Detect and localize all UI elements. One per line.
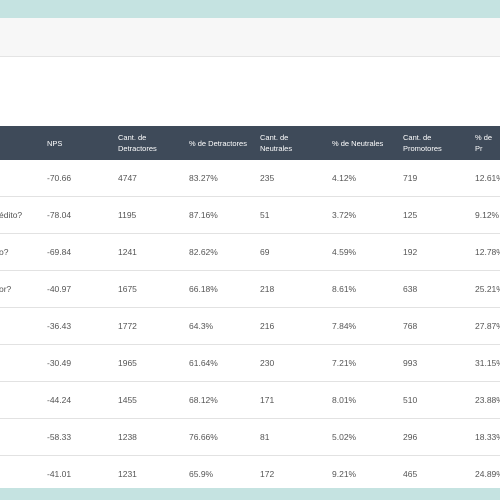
cell-cant-promotores: 296 [403, 432, 418, 442]
table-row: o? -69.84 1241 82.62% 69 4.59% 192 12.78… [0, 234, 500, 271]
table-header: NPS Cant. de Detractores % de Detractore… [0, 126, 500, 160]
cell-pct-detractores: 83.27% [189, 173, 218, 183]
cell-pct-neutrales: 8.61% [332, 284, 357, 294]
table-row: -44.24 1455 68.12% 171 8.01% 510 23.88% [0, 382, 500, 419]
column-header-pct-neutrales[interactable]: % de Neutrales [332, 138, 384, 148]
column-header-cant-promotores[interactable]: Cant. de Promotores [403, 133, 442, 153]
table-row: édito? -78.04 1195 87.16% 51 3.72% 125 9… [0, 197, 500, 234]
cell-cant-detractores: 1772 [118, 321, 137, 331]
table-row: -36.43 1772 64.3% 216 7.84% 768 27.87% [0, 308, 500, 345]
cell-cant-promotores: 719 [403, 173, 418, 183]
cell-cant-detractores: 1455 [118, 395, 137, 405]
cell-cant-neutrales: 172 [260, 469, 275, 479]
filter-panel [0, 18, 500, 57]
row-label: édito? [0, 210, 23, 220]
cell-pct-neutrales: 9.21% [332, 469, 357, 479]
cell-cant-promotores: 510 [403, 395, 418, 405]
cell-cant-neutrales: 218 [260, 284, 275, 294]
cell-pct-neutrales: 4.59% [332, 247, 357, 257]
cell-cant-promotores: 125 [403, 210, 418, 220]
cell-cant-promotores: 192 [403, 247, 418, 257]
cell-pct-detractores: 66.18% [189, 284, 218, 294]
cell-cant-detractores: 1675 [118, 284, 137, 294]
column-header-nps[interactable]: NPS [47, 138, 63, 148]
column-header-cant-detractores[interactable]: Cant. de Detractores [118, 133, 157, 153]
cell-nps: -70.66 [47, 173, 72, 183]
cell-pct-neutrales: 3.72% [332, 210, 357, 220]
cell-pct-promotores: 24.89% [475, 469, 500, 479]
cell-pct-promotores: 23.88% [475, 395, 500, 405]
cell-cant-neutrales: 81 [260, 432, 270, 442]
cell-pct-promotores: 12.61% [475, 173, 500, 183]
row-label: o? [0, 247, 9, 257]
cell-nps: -69.84 [47, 247, 72, 257]
cell-pct-neutrales: 4.12% [332, 173, 357, 183]
table-row: -58.33 1238 76.66% 81 5.02% 296 18.33% [0, 419, 500, 456]
cell-cant-detractores: 1195 [118, 210, 137, 220]
table-row: or? -40.97 1675 66.18% 218 8.61% 638 25.… [0, 271, 500, 308]
cell-cant-neutrales: 69 [260, 247, 270, 257]
cell-nps: -36.43 [47, 321, 72, 331]
cell-cant-neutrales: 51 [260, 210, 270, 220]
cell-cant-detractores: 1241 [118, 247, 137, 257]
cell-pct-detractores: 65.9% [189, 469, 214, 479]
cell-cant-promotores: 638 [403, 284, 418, 294]
cell-cant-detractores: 1965 [118, 358, 137, 368]
cell-pct-promotores: 9.12% [475, 210, 500, 220]
table-row: -41.01 1231 65.9% 172 9.21% 465 24.89% [0, 456, 500, 493]
cell-nps: -44.24 [47, 395, 72, 405]
row-label: or? [0, 284, 12, 294]
cell-nps: -40.97 [47, 284, 72, 294]
top-background-band [0, 0, 500, 18]
cell-nps: -58.33 [47, 432, 72, 442]
column-header-cant-neutrales[interactable]: Cant. de Neutrales [260, 133, 293, 153]
cell-pct-neutrales: 7.21% [332, 358, 357, 368]
cell-cant-detractores: 4747 [118, 173, 137, 183]
table-row: -30.49 1965 61.64% 230 7.21% 993 31.15% [0, 345, 500, 382]
cell-pct-neutrales: 7.84% [332, 321, 357, 331]
cell-cant-neutrales: 235 [260, 173, 275, 183]
cell-pct-detractores: 76.66% [189, 432, 218, 442]
bottom-background-band [0, 488, 500, 500]
cell-pct-neutrales: 5.02% [332, 432, 357, 442]
cell-cant-neutrales: 230 [260, 358, 275, 368]
cell-pct-neutrales: 8.01% [332, 395, 357, 405]
cell-pct-detractores: 87.16% [189, 210, 218, 220]
cell-cant-promotores: 768 [403, 321, 418, 331]
cell-pct-promotores: 12.78% [475, 247, 500, 257]
cell-pct-promotores: 31.15% [475, 358, 500, 368]
cell-pct-promotores: 27.87% [475, 321, 500, 331]
cell-nps: -41.01 [47, 469, 72, 479]
nps-table: NPS Cant. de Detractores % de Detractore… [0, 126, 500, 493]
cell-cant-detractores: 1231 [118, 469, 137, 479]
cell-pct-detractores: 64.3% [189, 321, 214, 331]
cell-nps: -78.04 [47, 210, 72, 220]
cell-nps: -30.49 [47, 358, 72, 368]
cell-pct-detractores: 68.12% [189, 395, 218, 405]
cell-pct-detractores: 61.64% [189, 358, 218, 368]
table-row: -70.66 4747 83.27% 235 4.12% 719 12.61% [0, 160, 500, 197]
cell-pct-detractores: 82.62% [189, 247, 218, 257]
column-header-pct-promotores[interactable]: % de Pr [475, 133, 493, 153]
cell-pct-promotores: 25.21% [475, 284, 500, 294]
column-header-pct-detractores[interactable]: % de Detractores [189, 138, 247, 148]
cell-cant-neutrales: 216 [260, 321, 275, 331]
cell-cant-promotores: 993 [403, 358, 418, 368]
cell-cant-detractores: 1238 [118, 432, 137, 442]
cell-cant-promotores: 465 [403, 469, 418, 479]
cell-pct-promotores: 18.33% [475, 432, 500, 442]
cell-cant-neutrales: 171 [260, 395, 275, 405]
